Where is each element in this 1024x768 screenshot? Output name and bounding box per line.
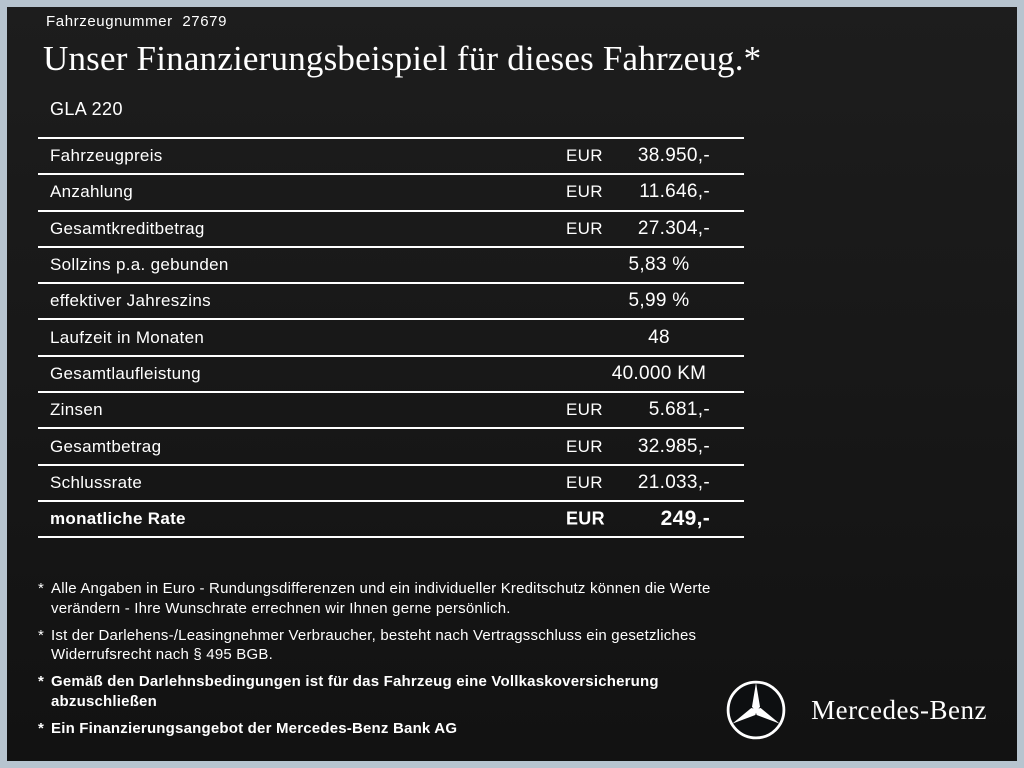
- footnote-text: Alle Angaben in Euro - Rundungsdifferenz…: [51, 580, 711, 617]
- row-value: EUR 32.985,-: [554, 429, 744, 463]
- footnote-text: Ist der Darlehens-/Leasingnehmer Verbrau…: [51, 626, 697, 664]
- mercedes-star-logo: [726, 680, 786, 740]
- row-value: EUR 21.033,-: [554, 466, 744, 500]
- row-label: monatliche Rate: [50, 509, 186, 529]
- plain-value: 48: [648, 326, 670, 348]
- amount-value: 38.950,-: [637, 145, 710, 167]
- finance-row: Gesamtbetrag EUR 32.985,-: [38, 429, 744, 466]
- currency-label: EUR: [566, 218, 603, 238]
- finance-row: Anzahlung EUR 11.646,-: [38, 175, 744, 212]
- currency-label: EUR: [566, 508, 605, 529]
- footnotes: * Alle Angaben in Euro - Rundungsdifferen…: [38, 579, 750, 746]
- currency-label: EUR: [566, 182, 603, 202]
- plain-value: 40.000 KM: [611, 362, 707, 384]
- footnote-marker: *: [38, 626, 45, 644]
- vehicle-number: Fahrzeugnummer 27679: [46, 13, 228, 30]
- footnote-marker: *: [38, 673, 45, 691]
- finance-row: Sollzins p.a. gebunden 5,83 %: [38, 248, 744, 285]
- row-label: Gesamtkreditbetrag: [50, 218, 205, 238]
- row-label: Schlussrate: [50, 472, 143, 492]
- row-value: EUR 5.681,-: [554, 393, 744, 427]
- row-value: EUR 249,-: [554, 502, 744, 536]
- vehicle-model: GLA 220: [50, 99, 123, 119]
- row-value: 40.000 KM: [554, 357, 744, 391]
- row-value: EUR 27.304,-: [554, 212, 744, 246]
- brand-name: Mercedes-Benz: [811, 694, 987, 725]
- finance-row: Fahrzeugpreis EUR 38.950,-: [38, 139, 744, 176]
- page-title: Unser Finanzierungsbeispiel für dieses F…: [43, 39, 762, 78]
- amount-value: 11.646,-: [639, 181, 710, 203]
- footnote-marker: *: [38, 719, 45, 737]
- row-label: effektiver Jahreszins: [50, 291, 211, 311]
- currency-label: EUR: [566, 436, 603, 456]
- row-label: Sollzins p.a. gebunden: [50, 255, 229, 275]
- currency-label: EUR: [566, 400, 603, 420]
- finance-row: monatliche Rate EUR 249,-: [38, 502, 744, 539]
- finance-row: Gesamtlaufleistung 40.000 KM: [38, 357, 744, 394]
- finance-row: effektiver Jahreszins 5,99 %: [38, 284, 744, 321]
- row-value: EUR 11.646,-: [554, 175, 744, 209]
- row-label: Fahrzeugpreis: [50, 146, 163, 166]
- brand-area: Mercedes-Benz: [725, 679, 987, 741]
- footnote-text: Ein Finanzierungsangebot der Mercedes-Be…: [51, 719, 458, 737]
- footnote: * Ist der Darlehens-/Leasingnehmer Verbra…: [38, 626, 750, 666]
- row-label: Gesamtbetrag: [50, 436, 162, 456]
- plain-value: 5,83 %: [628, 254, 690, 276]
- row-value: 5,99 %: [554, 284, 744, 318]
- amount-value: 27.304,-: [637, 217, 710, 239]
- finance-table: Fahrzeugpreis EUR 38.950,- Anzahlung EUR 11.6…: [38, 137, 744, 539]
- row-value: EUR 38.950,-: [554, 139, 744, 173]
- plain-value: 5,99 %: [628, 290, 690, 312]
- footnote: * Gemäß den Darlehnsbedingungen ist für d…: [38, 672, 750, 712]
- row-label: Laufzeit in Monaten: [50, 327, 205, 347]
- finance-row: Zinsen EUR 5.681,-: [38, 393, 744, 430]
- footnote-text: Gemäß den Darlehnsbedingungen ist für da…: [51, 673, 659, 710]
- footnote: * Alle Angaben in Euro - Rundungsdifferen…: [38, 579, 750, 619]
- row-value: 48: [554, 320, 744, 354]
- amount-value: 21.033,-: [637, 471, 710, 493]
- row-label: Gesamtlaufleistung: [50, 363, 201, 383]
- amount-value: 5.681,-: [648, 399, 710, 421]
- currency-label: EUR: [566, 472, 603, 492]
- row-label: Zinsen: [50, 400, 103, 420]
- currency-label: EUR: [566, 146, 603, 166]
- amount-value: 249,-: [660, 507, 710, 531]
- finance-row: Laufzeit in Monaten 48: [38, 320, 744, 357]
- row-label: Anzahlung: [50, 182, 134, 202]
- amount-value: 32.985,-: [637, 435, 710, 457]
- footnote: * Ein Finanzierungsangebot der Mercedes-B…: [38, 719, 750, 739]
- footnote-marker: *: [38, 580, 45, 597]
- row-value: 5,83 %: [554, 248, 744, 282]
- finance-row: Schlussrate EUR 21.033,-: [38, 466, 744, 502]
- finance-row: Gesamtkreditbetrag EUR 27.304,-: [38, 212, 744, 248]
